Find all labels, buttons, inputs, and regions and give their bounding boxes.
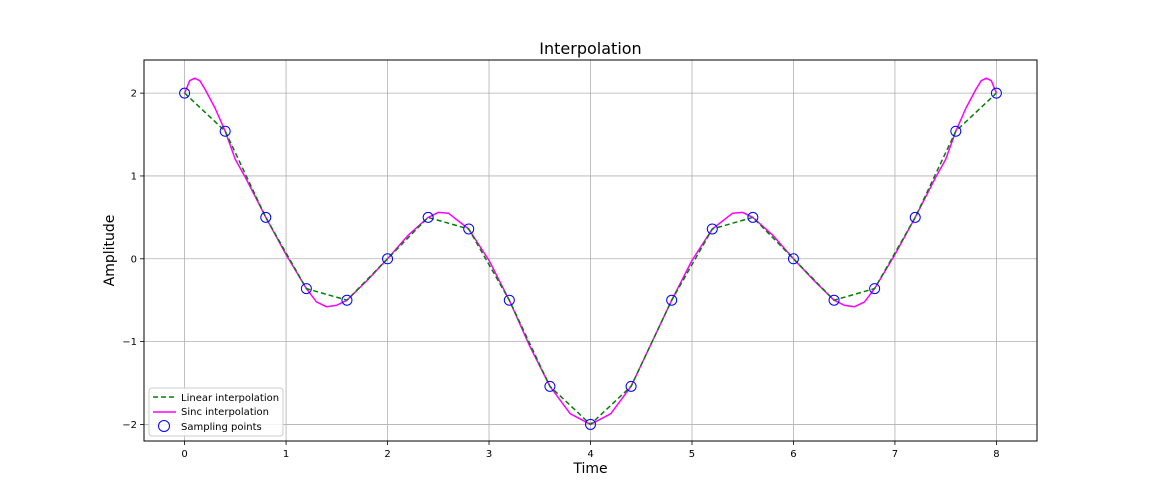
- legend: Linear interpolation Sinc interpolation …: [148, 387, 284, 437]
- legend-linear-label: Linear interpolation: [181, 393, 279, 404]
- y-axis-label: Amplitude: [102, 215, 118, 287]
- sampling-point: [341, 294, 353, 306]
- legend-sinc-label: Sinc interpolation: [181, 407, 269, 418]
- sampling-point: [503, 294, 515, 306]
- grid-lines: [144, 60, 1037, 441]
- chart-title: Interpolation: [539, 39, 641, 58]
- x-axis-label: Time: [572, 461, 607, 477]
- sampling-point: [625, 380, 637, 392]
- x-tick-label: 1: [283, 449, 289, 460]
- x-tick-label: 7: [892, 449, 898, 460]
- sampling-point: [787, 253, 799, 265]
- axis-ticks: 0 1 2 3 4 5 6 7 8 −2 −1 0 1 2: [122, 89, 999, 460]
- sampling-point: [463, 223, 475, 235]
- x-tick-label: 8: [993, 449, 999, 460]
- legend-sampling-label: Sampling points: [181, 422, 262, 433]
- sampling-point: [585, 418, 596, 430]
- x-tick-label: 5: [689, 449, 695, 460]
- sampling-point: [666, 294, 678, 306]
- x-tick-label: 3: [486, 449, 492, 460]
- legend-sampling-swatch: [158, 420, 170, 432]
- sampling-point: [422, 211, 434, 223]
- sampling-point: [544, 380, 556, 392]
- x-tick-label: 0: [181, 449, 187, 460]
- sampling-point: [950, 125, 962, 137]
- sampling-point: [869, 283, 881, 295]
- y-tick-label: −1: [122, 337, 137, 348]
- sampling-point: [219, 125, 231, 137]
- sampling-point: [382, 253, 394, 265]
- x-tick-label: 2: [384, 449, 390, 460]
- x-tick-label: 4: [587, 449, 593, 460]
- sampling-point: [706, 223, 718, 235]
- sampling-point: [990, 87, 1002, 99]
- sampling-point: [179, 87, 191, 99]
- y-tick-label: −2: [122, 420, 137, 431]
- y-tick-label: 0: [131, 254, 137, 265]
- sampling-point: [260, 211, 272, 223]
- sampling-point: [300, 283, 312, 295]
- legend-box: [148, 387, 284, 437]
- sampling-point: [828, 294, 840, 306]
- linear-interpolation-line: [184, 92, 997, 426]
- x-tick-label: 6: [790, 449, 796, 460]
- series-layer: [179, 77, 1002, 430]
- sampling-point: [909, 211, 921, 223]
- sampling-point: [747, 211, 759, 223]
- y-tick-label: 2: [131, 89, 137, 100]
- y-tick-label: 1: [131, 171, 137, 182]
